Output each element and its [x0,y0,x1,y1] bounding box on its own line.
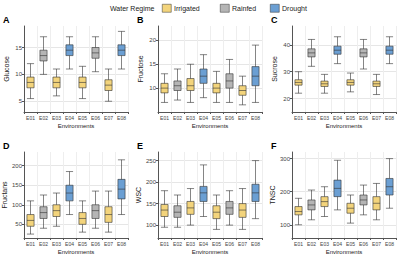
svg-text:Environments: Environments [326,123,363,129]
svg-text:E03: E03 [186,115,195,121]
svg-text:250: 250 [146,158,157,164]
svg-text:E07: E07 [238,241,247,247]
svg-text:Irrigated: Irrigated [174,5,200,13]
svg-text:E02: E02 [39,241,48,247]
svg-text:E06: E06 [359,115,368,121]
svg-text:E04: E04 [65,115,74,121]
svg-text:E03: E03 [52,115,61,121]
svg-text:Fructans: Fructans [1,181,8,209]
svg-text:Environments: Environments [58,123,95,129]
svg-text:100: 100 [146,222,157,228]
svg-text:Environments: Environments [192,123,229,129]
svg-text:E02: E02 [39,115,48,121]
svg-text:E05: E05 [78,241,87,247]
svg-text:200: 200 [146,179,157,185]
svg-text:15: 15 [149,61,156,67]
svg-text:TNSC: TNSC [269,185,276,204]
svg-text:40: 40 [283,42,290,48]
svg-text:A: A [3,15,10,25]
svg-text:E06: E06 [225,115,234,121]
svg-text:E04: E04 [333,115,342,121]
svg-text:E07: E07 [372,241,381,247]
svg-text:E02: E02 [173,115,182,121]
svg-text:5: 5 [19,98,23,104]
svg-text:Glucose: Glucose [3,56,10,82]
svg-text:20: 20 [149,37,156,43]
svg-text:200: 200 [280,189,291,195]
svg-text:E03: E03 [320,241,329,247]
svg-text:10: 10 [15,71,22,77]
svg-text:E08: E08 [385,241,394,247]
svg-text:Sucrose: Sucrose [271,56,278,82]
svg-text:E03: E03 [52,241,61,247]
svg-text:150: 150 [12,182,23,188]
svg-text:100: 100 [280,222,291,228]
svg-text:E08: E08 [117,115,126,121]
svg-text:E03: E03 [186,241,195,247]
svg-text:E06: E06 [359,241,368,247]
svg-text:E01: E01 [294,115,303,121]
svg-text:15: 15 [15,45,22,51]
svg-text:E04: E04 [199,115,208,121]
svg-text:E07: E07 [104,115,113,121]
svg-text:Environments: Environments [58,249,95,255]
svg-text:E02: E02 [307,115,316,121]
svg-text:E02: E02 [173,241,182,247]
svg-text:WSC: WSC [135,187,142,203]
svg-text:200: 200 [12,163,23,169]
svg-text:E07: E07 [104,241,113,247]
svg-text:Environments: Environments [192,249,229,255]
svg-text:E01: E01 [160,241,169,247]
svg-text:E02: E02 [307,241,316,247]
svg-text:Fructose: Fructose [137,55,144,82]
svg-text:300: 300 [280,156,291,162]
svg-text:E05: E05 [212,241,221,247]
svg-text:E08: E08 [251,241,260,247]
svg-text:E04: E04 [199,241,208,247]
svg-text:E01: E01 [26,241,35,247]
svg-text:E08: E08 [117,241,126,247]
svg-text:Environments: Environments [326,249,363,255]
svg-text:E01: E01 [26,115,35,121]
svg-text:E: E [137,141,143,151]
svg-text:E05: E05 [78,115,87,121]
svg-text:F: F [271,141,277,151]
svg-text:D: D [3,141,10,151]
svg-text:150: 150 [146,201,157,207]
svg-text:E06: E06 [91,241,100,247]
svg-text:E01: E01 [294,241,303,247]
svg-text:10: 10 [149,85,156,91]
svg-text:20: 20 [283,96,290,102]
svg-text:Drought: Drought [282,5,307,13]
svg-text:E05: E05 [346,115,355,121]
svg-text:Rainfed: Rainfed [232,5,256,12]
svg-text:E05: E05 [346,241,355,247]
svg-text:E06: E06 [91,115,100,121]
svg-text:C: C [271,15,278,25]
svg-text:E07: E07 [372,115,381,121]
svg-text:100: 100 [12,202,23,208]
svg-text:E06: E06 [225,241,234,247]
svg-text:E04: E04 [333,241,342,247]
svg-text:B: B [137,15,144,25]
svg-text:E05: E05 [212,115,221,121]
svg-text:Water Regime: Water Regime [110,5,155,13]
svg-text:E04: E04 [65,241,74,247]
svg-text:E08: E08 [385,115,394,121]
svg-text:E01: E01 [160,115,169,121]
svg-text:50: 50 [15,221,22,227]
svg-text:E03: E03 [320,115,329,121]
svg-text:E08: E08 [251,115,260,121]
svg-text:30: 30 [283,69,290,75]
svg-text:E07: E07 [238,115,247,121]
